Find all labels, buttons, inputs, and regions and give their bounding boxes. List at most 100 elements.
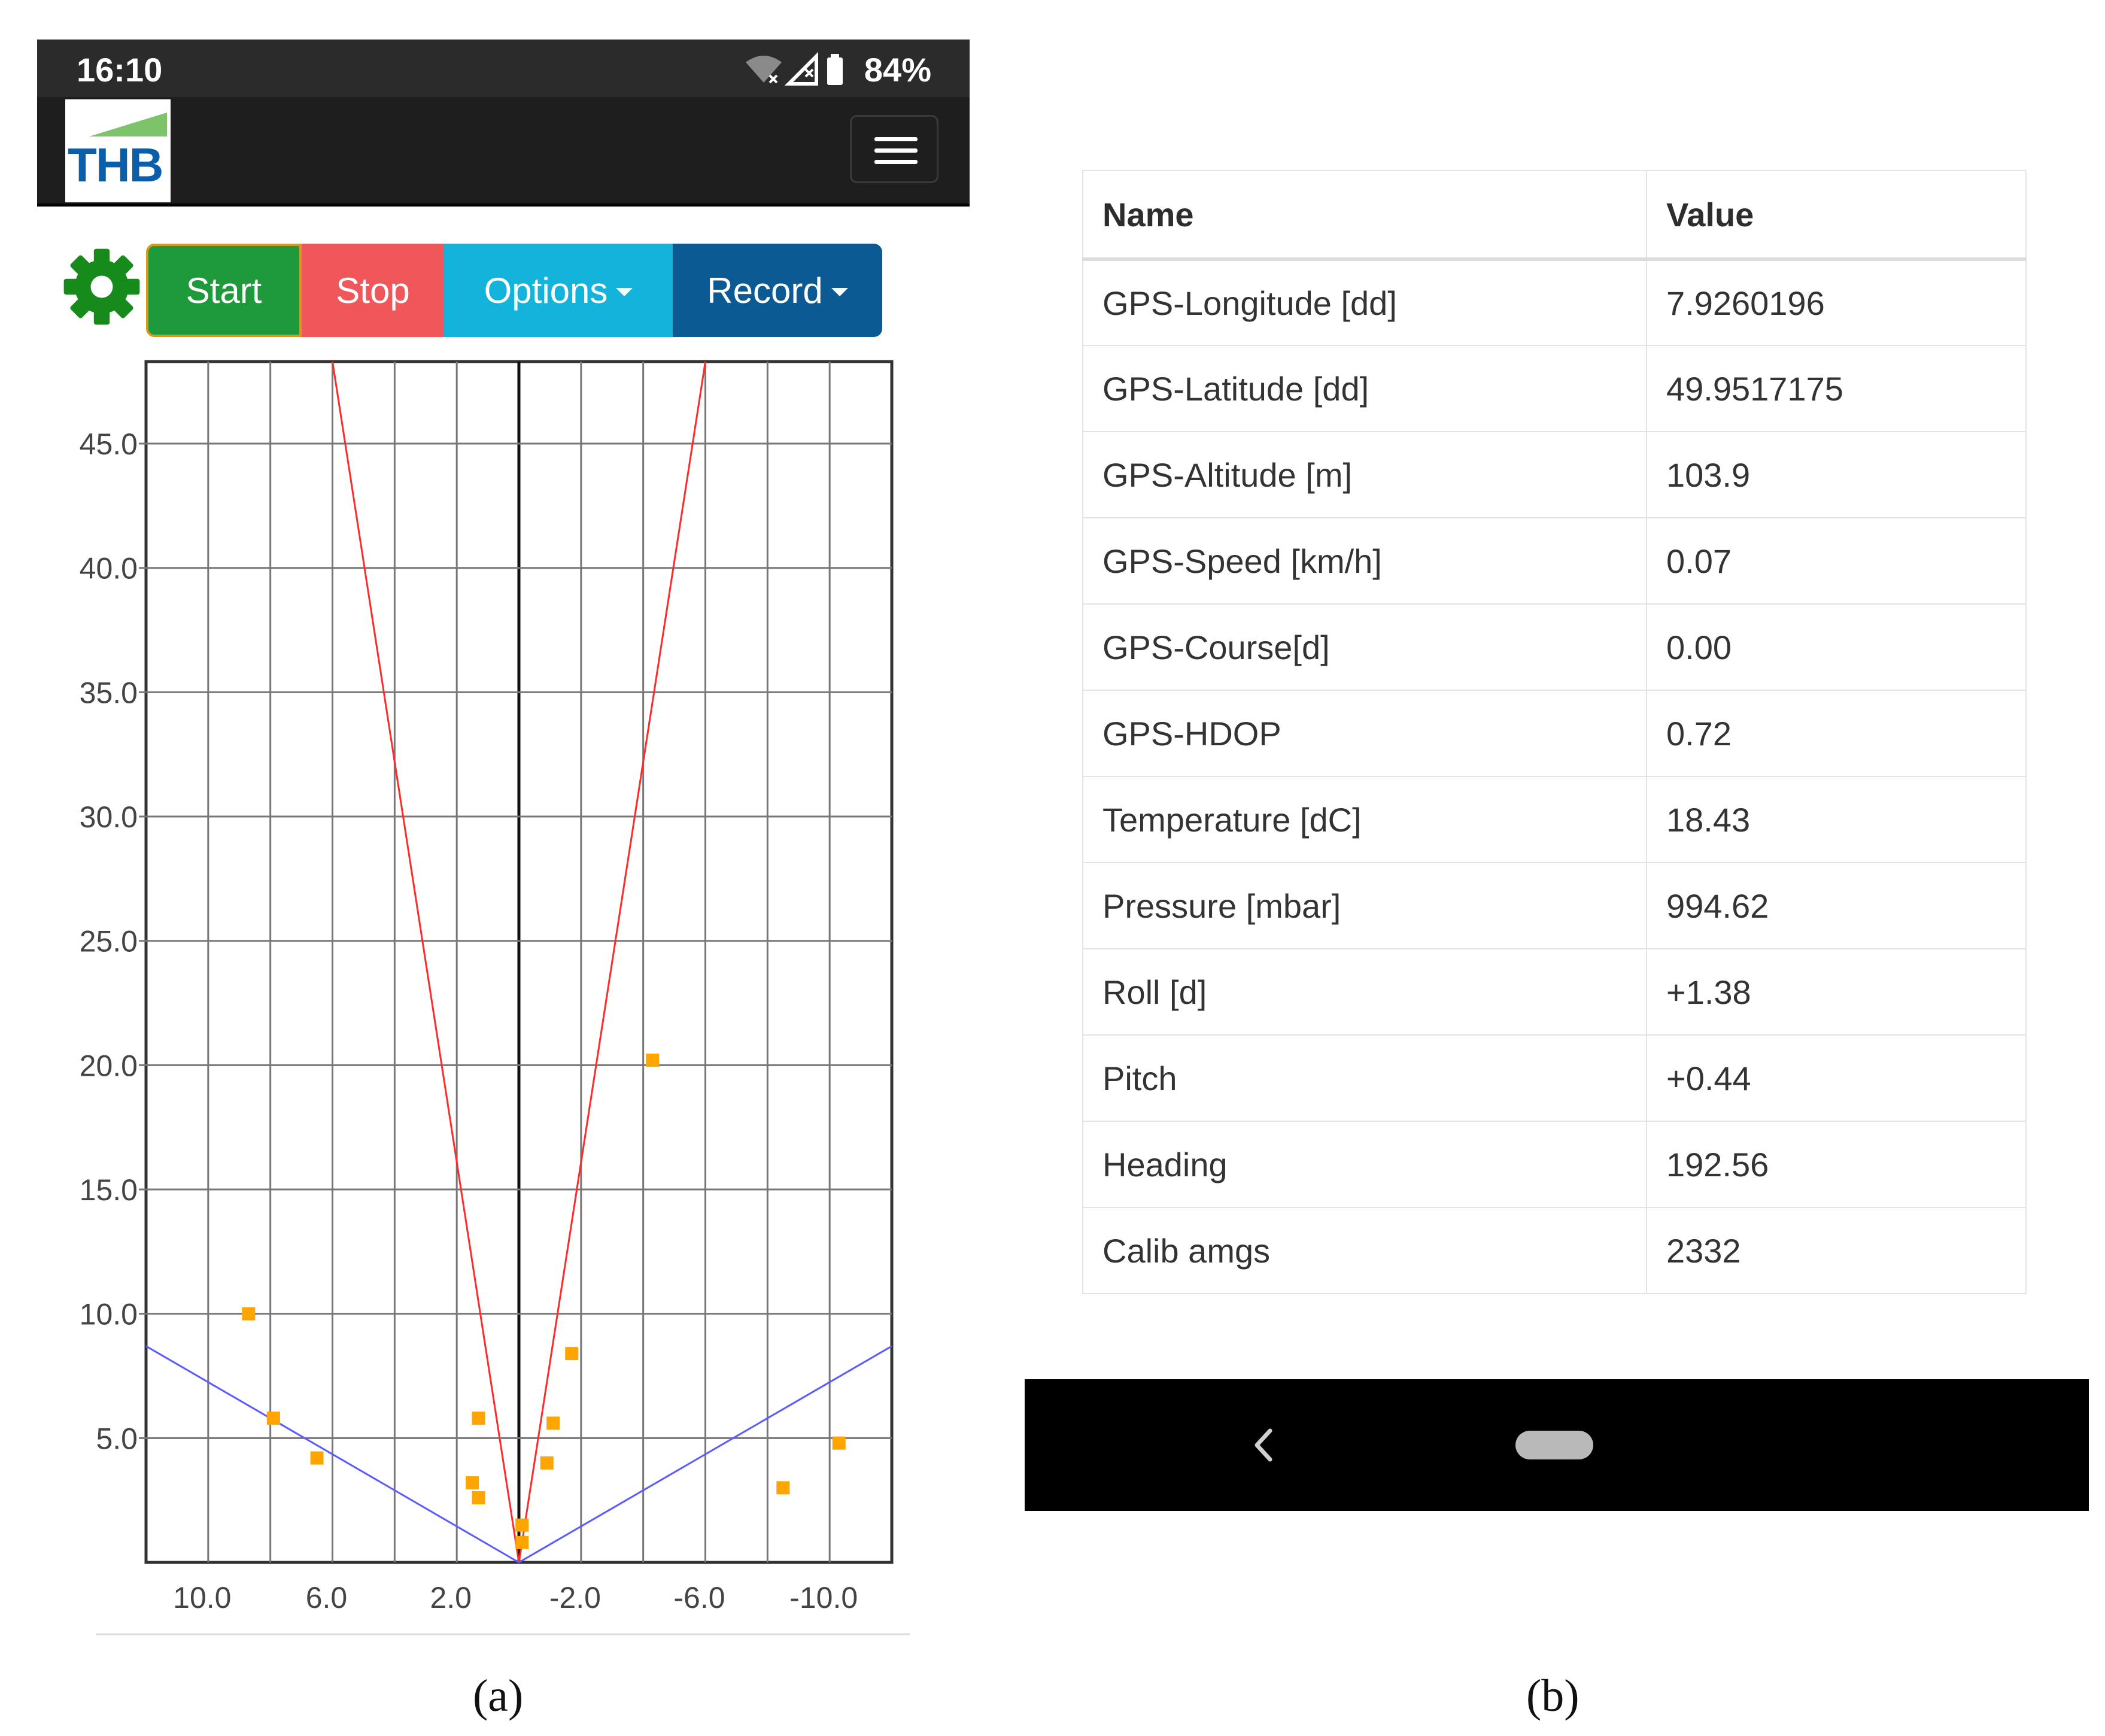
caret-down-icon [831, 288, 848, 296]
cell-value: 0.72 [1646, 690, 2027, 777]
back-icon[interactable] [1246, 1421, 1282, 1469]
cell-name: Temperature [dC] [1082, 776, 1647, 863]
battery-icon [827, 54, 843, 85]
table-header-row: Name Value [1082, 170, 2027, 261]
sector-boundary-line [332, 361, 520, 1563]
logo-text: THB [68, 138, 163, 192]
table-row: Temperature [dC] 18.43 [1082, 776, 2027, 863]
data-point [515, 1535, 529, 1549]
table-row: Pressure [mbar] 994.62 [1082, 862, 2027, 949]
cell-name: GPS-Speed [km/h] [1082, 517, 1647, 605]
cell-name: GPS-Longitude [dd] [1082, 259, 1647, 346]
start-label: Start [186, 270, 262, 311]
cell-name: GPS-HDOP [1082, 690, 1647, 777]
caret-down-icon [616, 288, 633, 296]
cell-value: 994.62 [1646, 862, 2027, 949]
gear-icon[interactable] [62, 247, 141, 326]
start-button[interactable]: Start [146, 244, 302, 337]
cell-value: 2332 [1646, 1207, 2027, 1294]
battery-percentage: 84% [864, 51, 931, 89]
y-tick-label: 10.0 [80, 1298, 138, 1331]
cell-name: Heading [1082, 1121, 1647, 1208]
cell-name: Calib amgs [1082, 1207, 1647, 1294]
table-row: GPS-Latitude [dd] 49.9517175 [1082, 345, 2027, 432]
cell-value: +0.44 [1646, 1034, 2027, 1122]
y-tick-label: 25.0 [80, 925, 138, 958]
sector-boundary-line [518, 361, 706, 1563]
options-label: Options [484, 270, 608, 311]
y-tick-label: 15.0 [80, 1173, 138, 1207]
data-point [466, 1476, 479, 1490]
cell-value: 192.56 [1646, 1121, 2027, 1208]
data-point [472, 1491, 485, 1505]
table-row: Calib amgs 2332 [1082, 1207, 2027, 1294]
table-row: Pitch +0.44 [1082, 1034, 2027, 1122]
data-point [515, 1518, 529, 1532]
cell-name: Roll [d] [1082, 948, 1647, 1036]
menu-bar-icon [874, 137, 918, 141]
home-pill-button[interactable] [1515, 1431, 1593, 1459]
y-tick-label: 40.0 [80, 552, 138, 585]
cell-name: GPS-Course[d] [1082, 603, 1647, 691]
cell-value: 0.00 [1646, 603, 2027, 691]
stop-label: Stop [336, 270, 410, 311]
cell-value: 0.07 [1646, 517, 2027, 605]
data-point [832, 1436, 846, 1450]
caption-a: (a) [473, 1671, 524, 1721]
floor-boundary-line [518, 1345, 892, 1564]
table-row: GPS-HDOP 0.72 [1082, 690, 2027, 777]
menu-bar-icon [874, 148, 918, 153]
logo-roof-icon [89, 113, 167, 136]
column-header-name: Name [1082, 170, 1647, 261]
table-row: GPS-Course[d] 0.00 [1082, 603, 2027, 691]
table-row: Roll [d] +1.38 [1082, 948, 2027, 1036]
data-point [242, 1307, 256, 1321]
android-navigation-bar [1025, 1379, 2089, 1511]
chart-lines [145, 361, 892, 1564]
x-tick-label: 6.0 [306, 1581, 348, 1614]
data-point [540, 1456, 554, 1470]
cell-name: GPS-Altitude [m] [1082, 431, 1647, 518]
table-row: GPS-Speed [km/h] 0.07 [1082, 517, 2027, 605]
y-tick-label: 45.0 [80, 427, 138, 461]
data-point [310, 1451, 324, 1465]
radar-scatter-chart: 5.0 10.0 15.0 20.0 25.0 30.0 35.0 40.0 45.0 10.0 6… [80, 360, 910, 1635]
wifi-off-icon [746, 56, 782, 84]
cell-value: 103.9 [1646, 431, 2027, 518]
stop-button[interactable]: Stop [302, 244, 444, 337]
y-tick-label: 5.0 [96, 1422, 138, 1455]
chart-tick-labels: 5.0 10.0 15.0 20.0 25.0 30.0 35.0 40.0 45.0 10.0 6… [80, 427, 858, 1614]
cell-name: GPS-Latitude [dd] [1082, 345, 1647, 432]
x-tick-label: -2.0 [549, 1581, 601, 1614]
table-row: Heading 192.56 [1082, 1121, 2027, 1208]
data-point [266, 1412, 280, 1425]
record-label: Record [707, 270, 823, 311]
x-tick-label: -10.0 [789, 1581, 858, 1614]
status-time: 16:10 [77, 51, 163, 89]
x-tick-label: -6.0 [673, 1581, 725, 1614]
data-point [646, 1054, 660, 1067]
y-tick-label: 35.0 [80, 676, 138, 709]
signal-status-icons [746, 51, 843, 86]
data-point [546, 1416, 560, 1430]
data-point [565, 1347, 579, 1361]
floor-boundary-line [145, 1345, 520, 1564]
app-navbar: THB [37, 97, 970, 207]
record-dropdown-button[interactable]: Record [673, 244, 882, 337]
thb-logo[interactable]: THB [65, 99, 171, 202]
cell-value: +1.38 [1646, 948, 2027, 1036]
x-tick-label: 10.0 [173, 1581, 231, 1614]
chart-points [242, 1054, 846, 1549]
menu-bar-icon [874, 160, 918, 164]
cell-value: 18.43 [1646, 776, 2027, 863]
options-dropdown-button[interactable]: Options [444, 244, 673, 337]
column-header-value: Value [1646, 170, 2027, 261]
hamburger-menu-button[interactable] [850, 115, 938, 183]
y-tick-label: 20.0 [80, 1049, 138, 1082]
cell-name: Pressure [mbar] [1082, 862, 1647, 949]
caption-b: (b) [1526, 1671, 1579, 1721]
signal-off-icon [784, 51, 818, 86]
table-row: GPS-Longitude [dd] 7.9260196 [1082, 259, 2027, 346]
cell-value: 7.9260196 [1646, 259, 2027, 346]
cell-value: 49.9517175 [1646, 345, 2027, 432]
